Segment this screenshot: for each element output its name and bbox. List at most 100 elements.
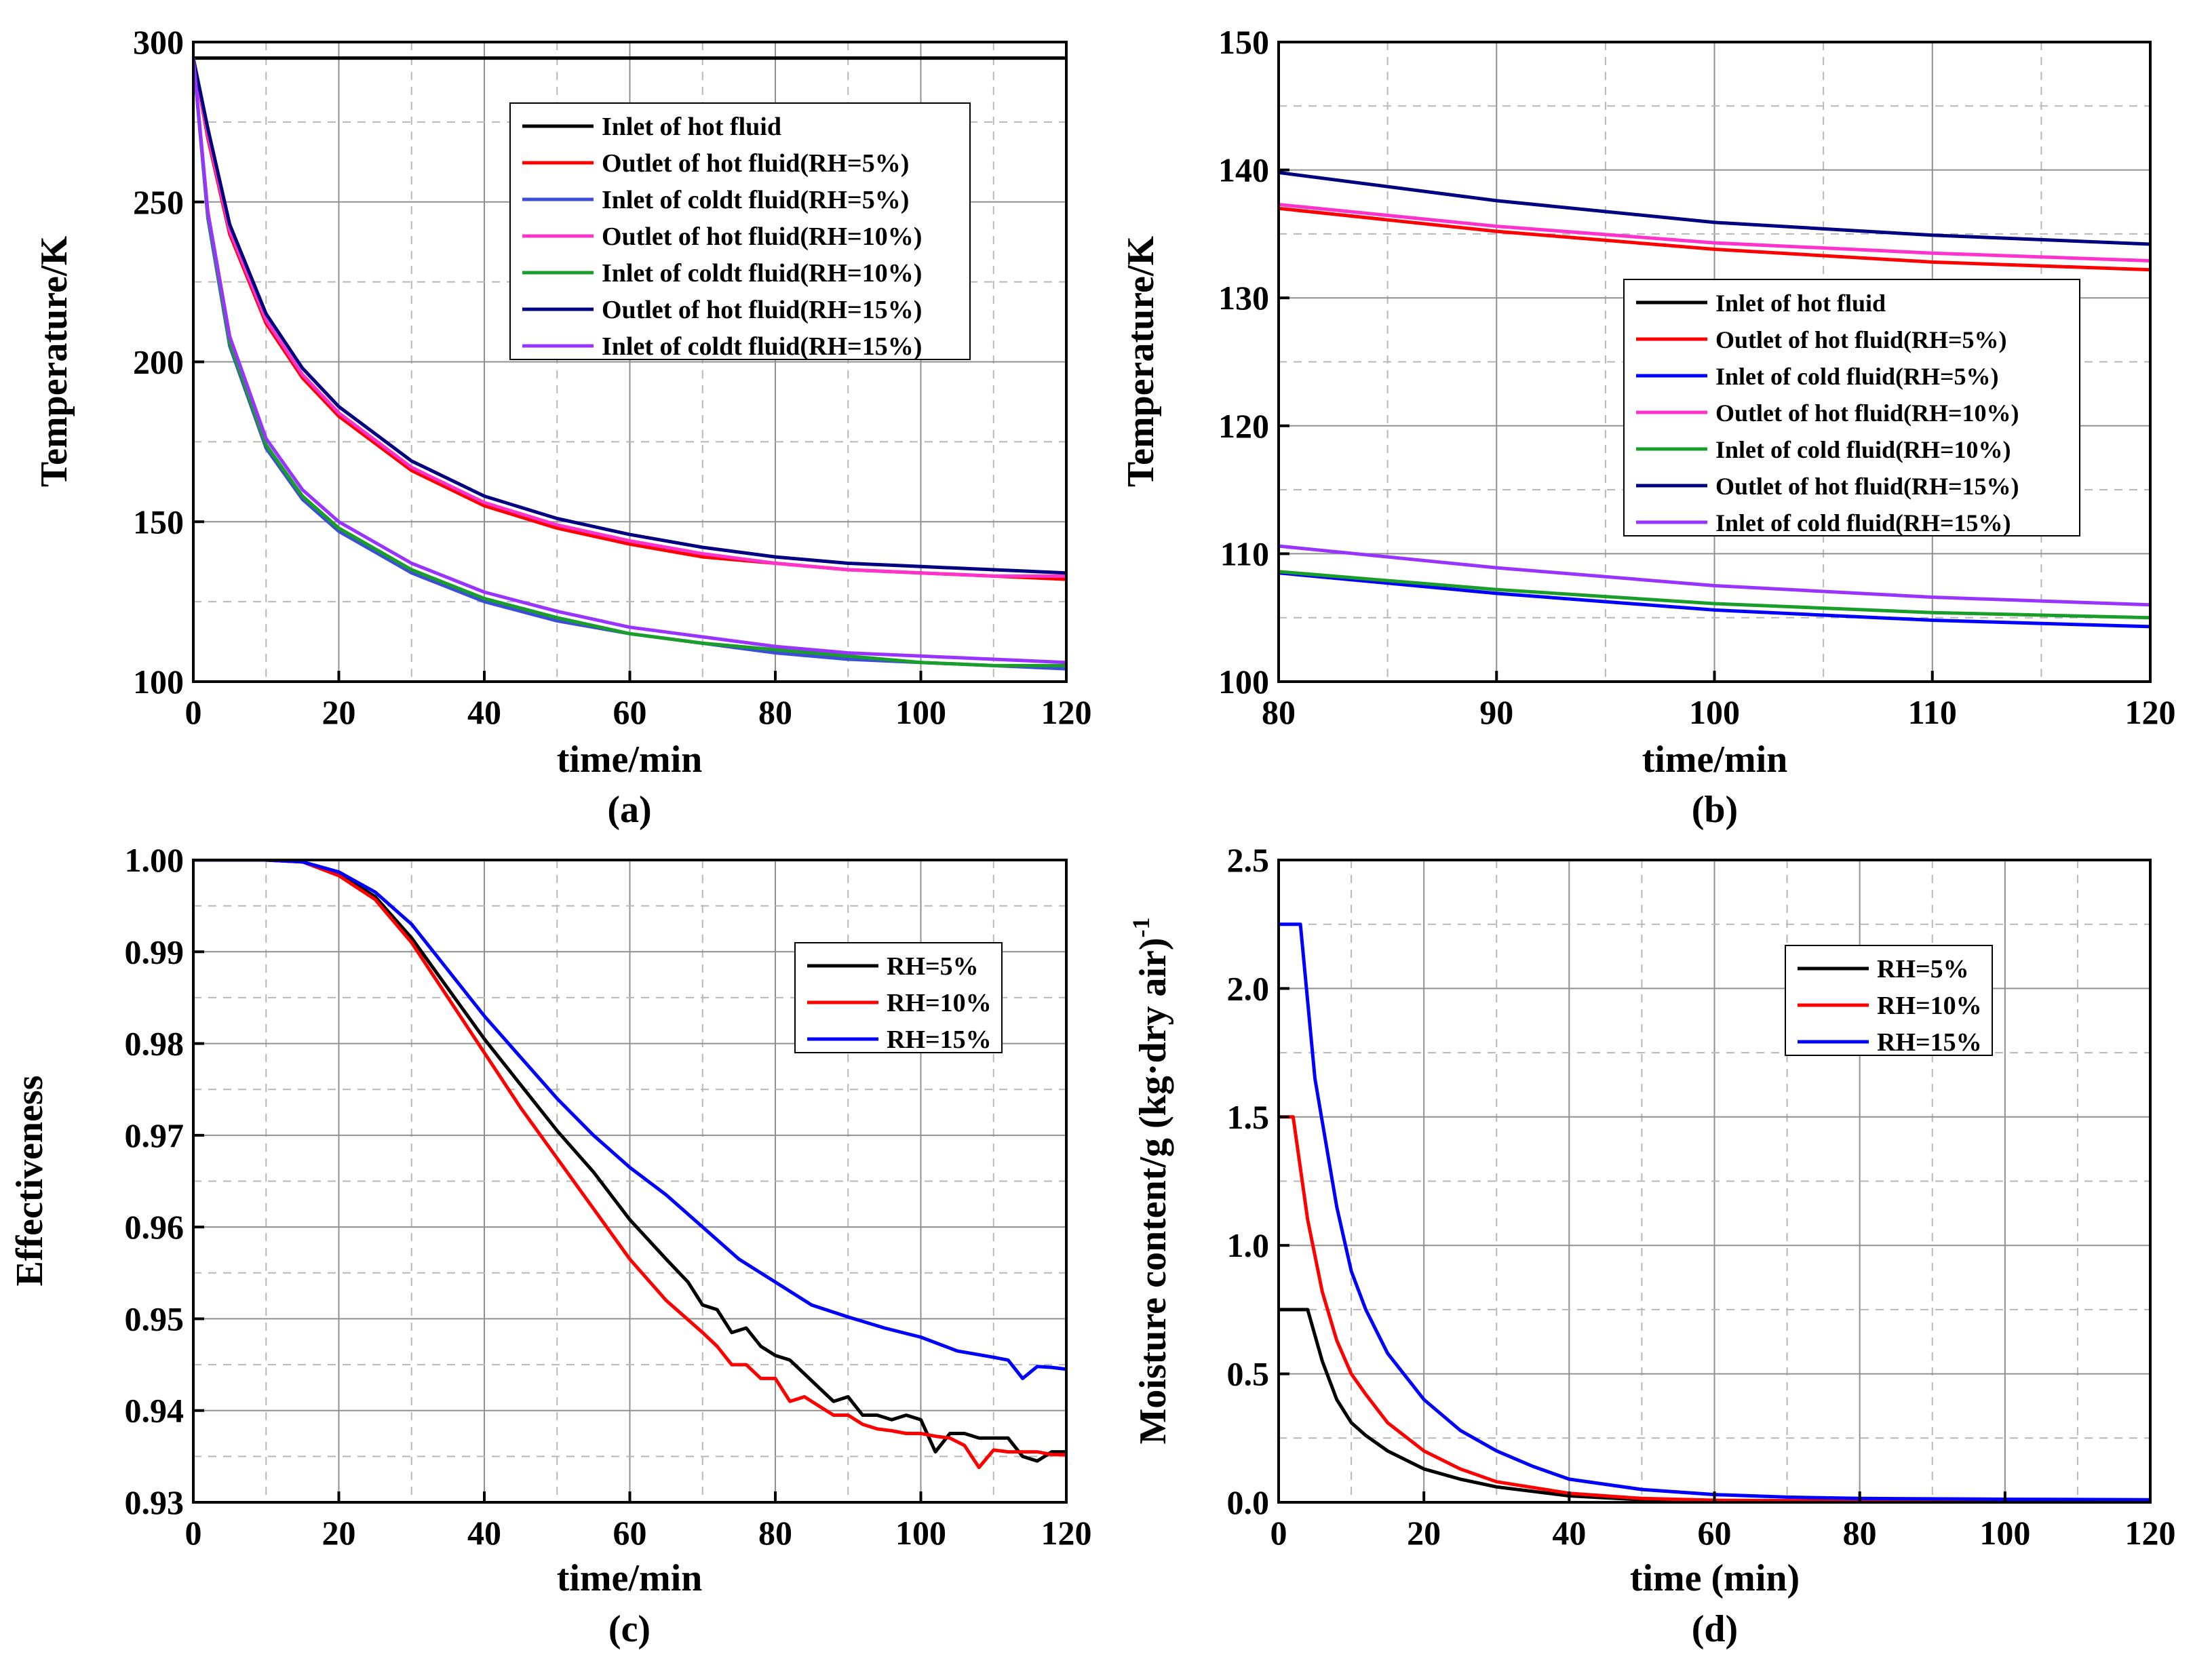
legend-box [794, 942, 1003, 1053]
series-group-b [1279, 170, 2150, 629]
y-tick-label: 2.5 [1227, 841, 1270, 879]
x-tick-label: 120 [2125, 693, 2176, 731]
legend-label: Inlet of hot fluid [602, 113, 781, 141]
panel-d: 0 20 40 60 80 100 120 0.0 0.5 1.0 1.5 2.0 2.5 time (m… [1127, 841, 2176, 1650]
series-line-b-6 [1279, 544, 2150, 607]
y-tick-label: 250 [133, 183, 184, 221]
x-tick-label: 0 [185, 693, 202, 731]
x-axis-label: time/min [557, 1557, 703, 1599]
y-tick-label: 130 [1218, 279, 1269, 317]
series-line-c-1 [193, 860, 1066, 1470]
panel-label: (a) [607, 789, 651, 831]
x-tick-label: 20 [322, 1514, 356, 1552]
legend-label: Inlet of hot fluid [1715, 290, 1886, 317]
legend-b: Inlet of hot fluid Outlet of hot fluid(RH… [1623, 279, 2080, 536]
panel-c: 0 20 40 60 80 100 120 0.93 0.94 0.95 0.96 0.97 0.98 0… [9, 841, 1092, 1650]
x-axis-label: time/min [557, 739, 703, 781]
y-tick-label: 200 [133, 343, 184, 381]
series-line-b-4 [1279, 570, 2150, 620]
y-tick-label: 120 [1218, 407, 1269, 445]
x-tick-label: 120 [1041, 1514, 1092, 1552]
y-tick-label: 0.97 [125, 1116, 185, 1154]
panel-a: 0 20 40 60 80 100 120 100 150 200 250 300 time/min Te… [33, 23, 1092, 831]
x-tick-label: 60 [1698, 1514, 1732, 1552]
legend-label: RH=10% [1877, 992, 1982, 1020]
legend-label: Inlet of cold fluid(RH=15%) [1715, 509, 2011, 536]
y-tick-label: 150 [1218, 23, 1269, 61]
y-tick-label: 0.96 [125, 1208, 185, 1246]
x-tick-label: 20 [1407, 1514, 1441, 1552]
y-tick-label: 150 [133, 503, 184, 541]
y-tick-label: 2.0 [1227, 969, 1270, 1007]
y-tick-label: 110 [1220, 534, 1269, 572]
y-axis-label: Temperature/K [33, 235, 75, 487]
legend-label: Outlet of hot fluid(RH=15%) [602, 296, 922, 324]
legend-label: RH=5% [1877, 955, 1969, 983]
x-tick-label: 80 [1843, 1514, 1877, 1552]
y-tick-label: 0.98 [125, 1025, 185, 1063]
y-tick-label: 0.93 [125, 1483, 185, 1521]
x-tick-label: 80 [758, 1514, 792, 1552]
legend-label: RH=15% [887, 1025, 992, 1054]
x-tick-label: 120 [2125, 1514, 2176, 1552]
x-tick-label: 0 [1270, 1514, 1287, 1552]
series-group-a [193, 56, 1066, 671]
legend-a: Inlet of hot fluid Outlet of hot fluid(RH… [509, 102, 971, 361]
x-axis-label: time/min [1642, 739, 1788, 781]
series-line-c-0 [193, 860, 1066, 1463]
series-line-a-6 [193, 58, 1066, 665]
panel-label: (c) [608, 1608, 651, 1650]
series-line-a-3 [193, 58, 1066, 578]
x-tick-label: 100 [1689, 693, 1740, 731]
panel-label: (b) [1692, 789, 1738, 831]
x-tick-label: 100 [1979, 1514, 2030, 1552]
x-tick-label: 40 [467, 1514, 501, 1552]
grid-d [1278, 859, 2151, 1503]
panel-b: 80 90 100 110 120 100 110 120 130 140 150 time/min T… [1120, 23, 2176, 831]
x-tick-label: 110 [1908, 693, 1957, 731]
legend-label: RH=10% [887, 989, 992, 1017]
legend-label: Inlet of cold fluid(RH=5%) [1715, 363, 1999, 390]
x-tick-label: 80 [1262, 693, 1296, 731]
y-tick-label: 1.0 [1227, 1226, 1270, 1264]
y-tick-label: 300 [133, 23, 184, 61]
series-line-b-2 [1279, 571, 2150, 629]
legend-label: Outlet of hot fluid(RH=5%) [602, 149, 909, 178]
legend-box [1623, 279, 2080, 536]
x-tick-label: 60 [613, 693, 647, 731]
series-line-a-5 [193, 58, 1066, 575]
x-tick-label: 40 [1552, 1514, 1586, 1552]
y-tick-label: 0.5 [1227, 1355, 1270, 1393]
legend-label: Inlet of coldt fluid(RH=10%) [602, 259, 922, 288]
y-axis-label-main: Moisture content/g (kg·dry air) [1132, 937, 1174, 1444]
legend-label: Outlet of hot fluid(RH=10%) [1715, 399, 2019, 427]
legend-label: Outlet of hot fluid(RH=15%) [1715, 473, 2019, 500]
series-line-b-5 [1279, 170, 2150, 246]
legend-label: Outlet of hot fluid(RH=5%) [1715, 326, 2007, 353]
legend-label: Inlet of coldt fluid(RH=5%) [602, 186, 909, 214]
y-tick-label: 100 [133, 663, 184, 701]
y-tick-label: 100 [1218, 663, 1269, 701]
x-tick-label: 100 [895, 693, 946, 731]
y-tick-label: 1.00 [125, 841, 185, 879]
x-tick-label: 80 [758, 693, 792, 731]
legend-box [509, 102, 971, 360]
legend-d: RH=5% RH=10% RH=15% [1785, 945, 1993, 1057]
x-tick-label: 0 [185, 1514, 202, 1552]
legend-label: Outlet of hot fluid(RH=10%) [602, 222, 922, 251]
series-group-c [193, 860, 1066, 1470]
x-tick-label: 40 [467, 693, 501, 731]
y-tick-label: 140 [1218, 151, 1269, 189]
y-tick-label: 0.0 [1227, 1483, 1270, 1521]
series-line-b-3 [1279, 203, 2150, 262]
y-axis-label: Effectiveness [9, 1075, 51, 1286]
legend-label: RH=5% [887, 952, 979, 981]
x-tick-label: 90 [1479, 693, 1513, 731]
legend-label: Inlet of cold fluid(RH=10%) [1715, 436, 2011, 463]
legend-c: RH=5% RH=10% RH=15% [794, 942, 1003, 1054]
series-line-c-2 [193, 860, 1066, 1380]
y-axis-label-superscript: -1 [1127, 917, 1154, 937]
x-tick-label: 60 [613, 1514, 647, 1552]
y-tick-label: 1.5 [1227, 1098, 1270, 1136]
